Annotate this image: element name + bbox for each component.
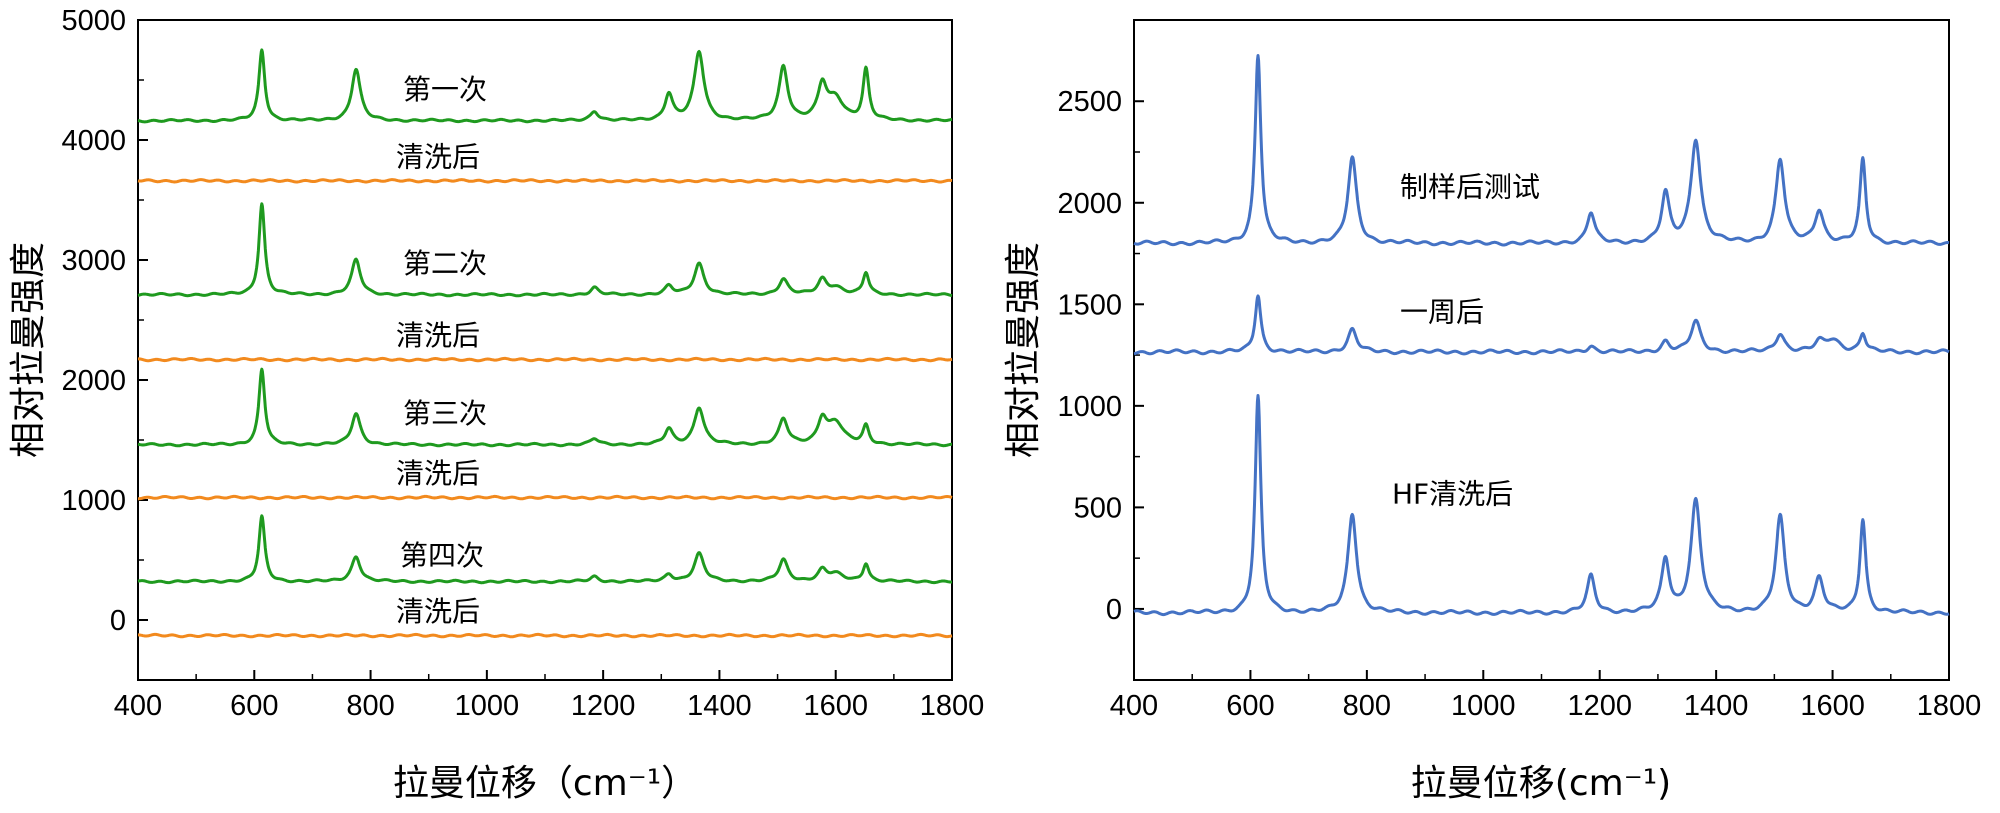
right-chart: 400 600 800 1000 1200 1400 1600 1800 0 500 1000 15…: [1003, 19, 1981, 804]
series-label: 第三次: [403, 397, 487, 430]
y-tick-label: 2000: [61, 365, 126, 397]
left-y-axis: 0 1000 2000 3000 4000 5000: [61, 5, 148, 637]
series-line: [137, 494, 953, 501]
series-line: [137, 48, 953, 124]
y-tick-label: 3000: [61, 245, 126, 277]
series-line: [137, 632, 953, 639]
series-line: [1133, 294, 1950, 356]
series-label: 清洗后: [396, 140, 480, 173]
x-tick-label: 1000: [1451, 690, 1516, 722]
series-label: 清洗后: [396, 595, 480, 628]
y-tick-label: 1500: [1057, 289, 1122, 321]
x-tick-label: 1000: [455, 690, 520, 722]
x-tick-label: 400: [114, 690, 162, 722]
left-series-lines: [137, 48, 953, 639]
series-line: [137, 367, 953, 448]
series-line: [1133, 394, 1950, 617]
y-tick-label: 1000: [1057, 391, 1122, 423]
series-line: [137, 202, 953, 298]
x-tick-label: 600: [1226, 690, 1274, 722]
y-tick-label: 4000: [61, 125, 126, 157]
x-tick-label: 1800: [1917, 690, 1982, 722]
y-tick-label: 5000: [61, 5, 126, 37]
x-tick-label: 1400: [687, 690, 752, 722]
left-x-axis: 400 600 800 1000 1200 1400 1600 1800: [114, 670, 984, 722]
left-chart: 400 600 800 1000 1200 1400 1600 1800 0 1000 2000 3…: [8, 5, 984, 804]
series-label: 第四次: [400, 539, 484, 572]
y-tick-label: 1000: [61, 485, 126, 517]
x-tick-label: 1400: [1684, 690, 1749, 722]
series-label: 一周后: [1400, 296, 1484, 329]
y-tick-label: 2500: [1057, 86, 1122, 118]
left-x-axis-label: 拉曼位移（cm⁻¹）: [393, 763, 697, 804]
series-label: HF清洗后: [1392, 477, 1513, 510]
series-label: 制样后测试: [1400, 171, 1540, 204]
series-line: [137, 178, 953, 184]
series-label: 第二次: [403, 247, 487, 280]
x-tick-label: 1600: [1800, 690, 1865, 722]
right-y-axis-label: 相对拉曼强度: [1003, 242, 1044, 458]
y-tick-label: 2000: [1057, 188, 1122, 220]
x-tick-label: 1200: [1567, 690, 1632, 722]
series-line: [137, 356, 953, 363]
x-tick-label: 600: [230, 690, 278, 722]
x-tick-label: 800: [1343, 690, 1391, 722]
left-y-axis-label: 相对拉曼强度: [8, 242, 49, 458]
x-tick-label: 1800: [920, 690, 985, 722]
x-tick-label: 800: [346, 690, 394, 722]
y-tick-label: 500: [1074, 492, 1122, 524]
series-label: 清洗后: [396, 319, 480, 352]
series-line: [137, 514, 953, 585]
right-y-axis: 0 500 1000 1500 2000 2500: [1057, 86, 1144, 626]
right-x-axis: 400 600 800 1000 1200 1400 1600 1800: [1110, 670, 1981, 722]
right-x-axis-label: 拉曼位移(cm⁻¹): [1411, 763, 1671, 804]
series-label: 清洗后: [396, 457, 480, 490]
right-series-lines: [1133, 54, 1950, 617]
series-line: [1133, 54, 1950, 247]
y-tick-label: 0: [110, 605, 126, 637]
series-label: 第一次: [403, 73, 487, 106]
x-tick-label: 1600: [803, 690, 868, 722]
y-tick-label: 0: [1106, 594, 1122, 626]
x-tick-label: 1200: [571, 690, 636, 722]
x-tick-label: 400: [1110, 690, 1158, 722]
